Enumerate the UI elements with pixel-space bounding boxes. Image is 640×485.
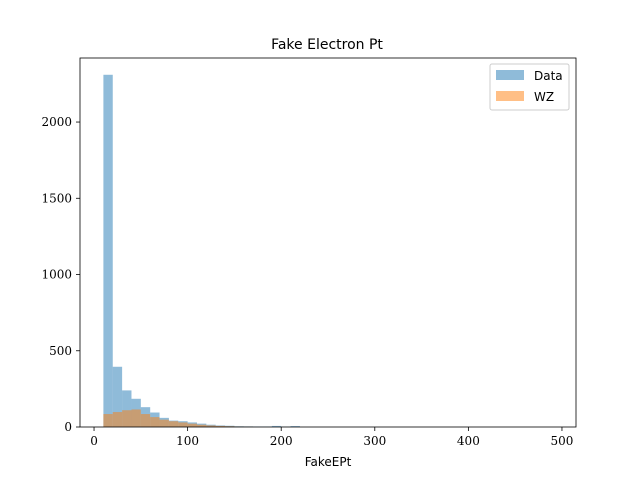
bar-wz-0 xyxy=(103,414,112,427)
legend-swatch-data xyxy=(496,70,524,80)
x-axis-label: FakeEPt xyxy=(305,455,352,469)
bar-data-0 xyxy=(103,75,112,427)
y-tick-label-1: 500 xyxy=(49,344,72,358)
x-tick-label-2: 200 xyxy=(270,434,293,448)
x-tick-label-1: 100 xyxy=(176,434,199,448)
y-tick-label-4: 2000 xyxy=(41,115,72,129)
legend: Data WZ xyxy=(490,64,569,110)
x-tick-label-4: 400 xyxy=(457,434,480,448)
chart-title: Fake Electron Pt xyxy=(271,37,383,53)
bar-wz-3 xyxy=(131,409,140,427)
x-tick-label-0: 0 xyxy=(90,434,98,448)
bar-wz-7 xyxy=(169,421,178,427)
y-tick-label-2: 1000 xyxy=(41,268,72,282)
y-tick-label-0: 0 xyxy=(64,420,72,434)
x-tick-label-3: 300 xyxy=(363,434,386,448)
bar-wz-2 xyxy=(122,410,131,427)
legend-label-data: Data xyxy=(534,69,563,83)
bar-wz-5 xyxy=(150,417,159,427)
bar-wz-1 xyxy=(113,412,122,427)
legend-label-wz: WZ xyxy=(534,90,554,104)
x-tick-label-5: 500 xyxy=(551,434,574,448)
legend-swatch-wz xyxy=(496,91,524,101)
bar-wz-4 xyxy=(141,414,150,427)
y-tick-label-3: 1500 xyxy=(41,191,72,205)
bar-wz-6 xyxy=(160,420,169,427)
bar-wz-9 xyxy=(188,424,197,427)
bar-wz-8 xyxy=(178,422,187,427)
